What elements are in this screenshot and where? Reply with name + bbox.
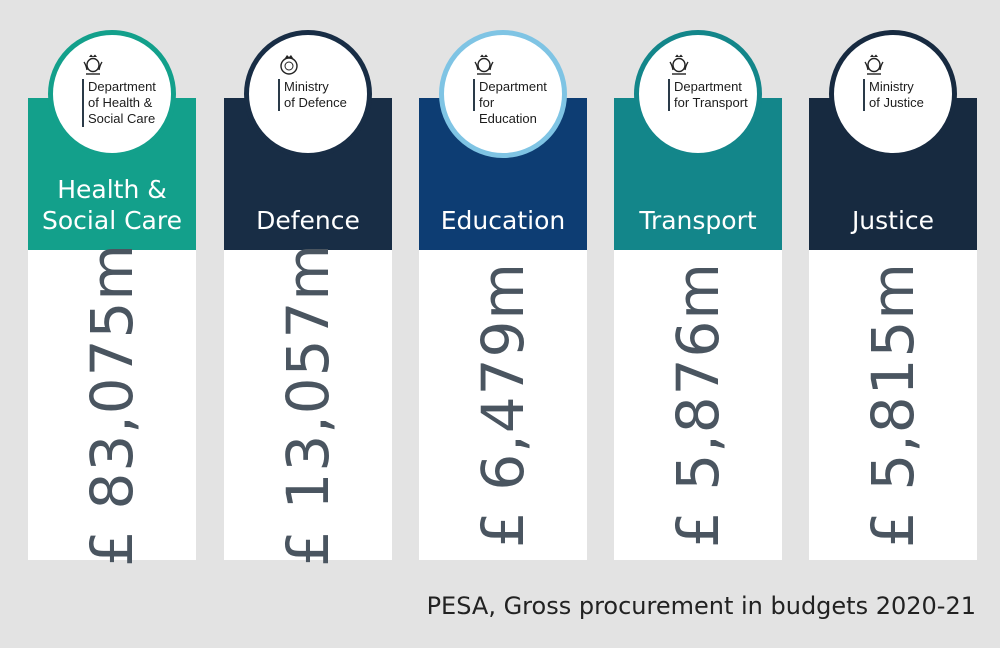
department-logo-badge: Ministry of Defence <box>244 30 372 158</box>
department-logo-text: Department for Transport <box>674 79 748 110</box>
department-card: Education £ 6,479m <box>419 98 587 560</box>
department-logo-badge: Department of Health & Social Care <box>48 30 176 158</box>
data-label: £ 5,815m <box>859 262 927 548</box>
department-card: Transport £ 5,876m <box>614 98 782 560</box>
category-label: Defence <box>256 206 360 235</box>
logo-rule <box>278 79 280 111</box>
value-panel: £ 5,815m <box>809 250 977 560</box>
value-panel: £ 6,479m <box>419 250 587 560</box>
logo-rule <box>863 79 865 111</box>
logo-rule <box>668 79 670 111</box>
logo-rule <box>473 79 475 111</box>
royal-crest-icon <box>472 53 496 77</box>
chart-caption: PESA, Gross procurement in budgets 2020-… <box>426 592 976 620</box>
department-logo-badge: Ministry of Justice <box>829 30 957 158</box>
category-label: Transport <box>639 206 757 235</box>
data-label: £ 5,876m <box>664 262 732 548</box>
department-card: Justice £ 5,815m <box>809 98 977 560</box>
department-logo-text: Ministry of Defence <box>284 79 347 110</box>
department-logo-text: Ministry of Justice <box>869 79 924 110</box>
department-logo-text: Department for Education <box>479 79 547 126</box>
data-label: £ 6,479m <box>469 262 537 548</box>
royal-crest-icon <box>667 53 691 77</box>
department-logo-badge: Department for Education <box>439 30 567 158</box>
mod-badge-icon <box>277 53 301 77</box>
department-card: Defence £ 13,057m <box>224 98 392 567</box>
department-card: Health & Social Care £ 83,075m <box>28 98 196 567</box>
category-label: Health & Social Care <box>42 175 182 235</box>
department-logo-text: Department of Health & Social Care <box>88 79 156 126</box>
royal-crest-icon <box>81 53 105 77</box>
department-logo-badge: Department for Transport <box>634 30 762 158</box>
royal-crest-icon <box>862 53 886 77</box>
category-label: Education <box>440 206 566 235</box>
data-label: £ 83,075m <box>78 243 146 567</box>
value-panel: £ 83,075m <box>28 243 196 567</box>
data-label: £ 13,057m <box>274 243 342 567</box>
logo-rule <box>82 79 84 127</box>
category-label: Justice <box>851 206 935 235</box>
value-panel: £ 5,876m <box>614 250 782 560</box>
value-panel: £ 13,057m <box>224 243 392 567</box>
